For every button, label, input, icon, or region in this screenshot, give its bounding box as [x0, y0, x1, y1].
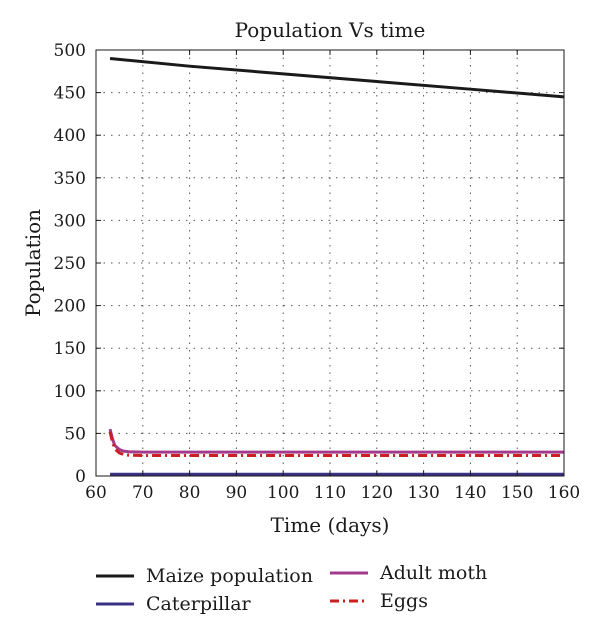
series-line-eggs [108, 431, 564, 458]
x-tick-label: 80 [179, 483, 201, 503]
y-tick-label: 0 [75, 467, 86, 487]
legend-label-adult-moth: Adult moth [379, 562, 487, 584]
x-tick-label: 160 [548, 483, 580, 503]
y-tick-label: 100 [54, 382, 86, 402]
series-lines [108, 57, 565, 476]
y-tick-label: 400 [54, 126, 86, 146]
y-tick-label: 50 [64, 424, 86, 444]
y-tick-label: 500 [54, 41, 86, 61]
x-axis-ticks: 60 70 80 90 100 110 120 130 140 150 160 [85, 50, 580, 503]
y-tick-label: 350 [54, 169, 86, 189]
y-tick-label: 300 [54, 211, 86, 231]
legend-label-caterpillar: Caterpillar [146, 593, 252, 615]
x-tick-label: 70 [132, 483, 154, 503]
chart-title: Population Vs time [235, 18, 426, 42]
y-axis-label: Population [21, 209, 45, 317]
x-tick-label: 150 [501, 483, 533, 503]
y-axis-ticks: 0 50 100 150 200 250 300 350 400 450 500 [54, 41, 564, 487]
y-tick-label: 450 [54, 84, 86, 104]
y-tick-label: 150 [54, 339, 86, 359]
series-line-adult-moth [108, 428, 564, 454]
x-tick-label: 120 [361, 483, 393, 503]
y-tick-label: 200 [54, 297, 86, 317]
x-tick-label: 60 [85, 483, 107, 503]
series-line-maize-population [109, 57, 565, 99]
legend-label-eggs: Eggs [380, 590, 428, 612]
x-tick-label: 110 [314, 483, 346, 503]
legend-label-maize-population: Maize population [146, 565, 313, 587]
x-tick-label: 130 [407, 483, 439, 503]
y-tick-label: 250 [54, 254, 86, 274]
x-tick-label: 100 [267, 483, 299, 503]
legend: Maize population Caterpillar Adult moth Egg… [96, 562, 487, 615]
grid-lines [96, 50, 564, 476]
x-tick-label: 90 [226, 483, 248, 503]
x-axis-label: Time (days) [271, 513, 390, 537]
x-tick-label: 140 [454, 483, 486, 503]
